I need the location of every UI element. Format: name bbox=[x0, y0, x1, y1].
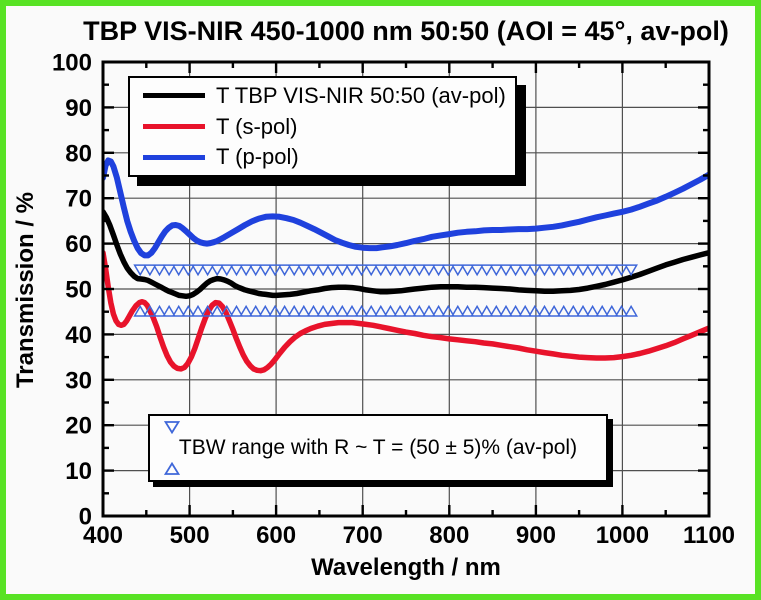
legend-entry: T TBP VIS-NIR 50:50 (av-pol) bbox=[130, 81, 515, 111]
chart-title: TBP VIS-NIR 450-1000 nm 50:50 (AOI = 45°… bbox=[83, 16, 729, 46]
legend-entry: T (p-pol) bbox=[130, 142, 515, 172]
legend-entry-label: T (p-pol) bbox=[216, 144, 299, 170]
tbw-note-box: TBW range with R ~ T = (50 ± 5)% (av-pol… bbox=[148, 414, 608, 482]
legend: T TBP VIS-NIR 50:50 (av-pol) T (s-pol) T (… bbox=[128, 76, 517, 177]
triangle-up-icon bbox=[164, 462, 180, 475]
legend-line-sample bbox=[143, 93, 205, 99]
tbw-note-label: TBW range with R ~ T = (50 ± 5)% (av-pol… bbox=[178, 436, 578, 459]
legend-entry-label: T (s-pol) bbox=[216, 113, 298, 139]
legend-entry-label: T TBP VIS-NIR 50:50 (av-pol) bbox=[216, 82, 506, 108]
legend-entry: T (s-pol) bbox=[130, 112, 515, 142]
legend-line-sample bbox=[143, 124, 205, 129]
legend-line-sample bbox=[143, 154, 205, 160]
x-axis-title: Wavelength / nm bbox=[311, 554, 501, 581]
triangle-down-icon bbox=[164, 421, 180, 434]
y-axis-title: Transmission / % bbox=[12, 191, 39, 389]
